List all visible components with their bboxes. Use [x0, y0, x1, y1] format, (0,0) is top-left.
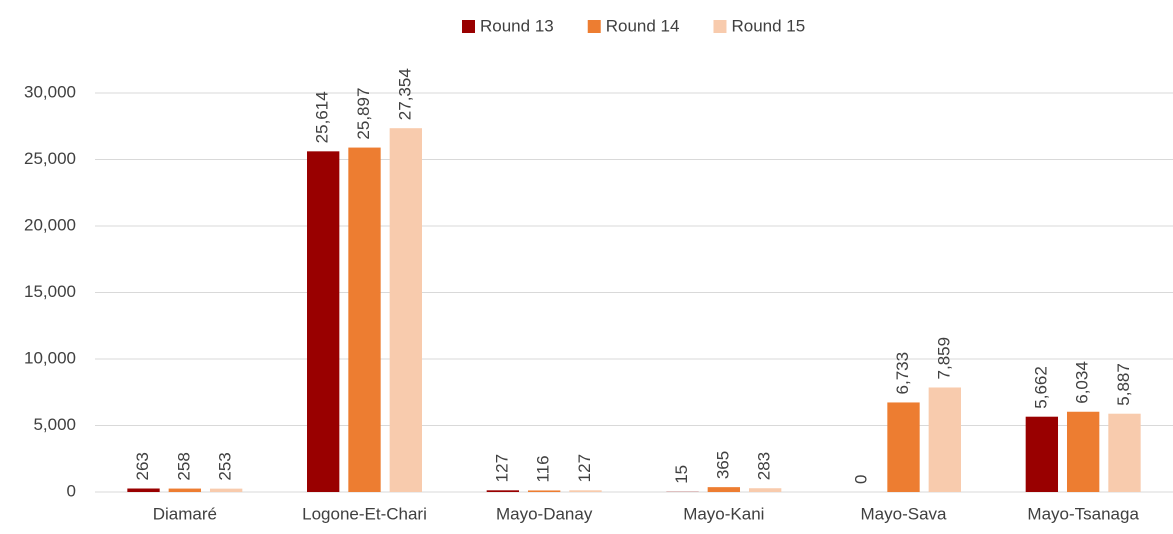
data-label: 127: [575, 454, 594, 482]
bar: [1025, 416, 1059, 492]
data-label: 116: [534, 455, 553, 482]
data-label: 5,887: [1114, 363, 1133, 406]
data-label: 25,897: [354, 88, 373, 140]
legend-label: Round 14: [606, 16, 680, 35]
bar: [748, 488, 782, 492]
x-tick-label: Diamaré: [153, 504, 217, 523]
data-label: 25,614: [313, 91, 332, 143]
data-label: 127: [492, 454, 511, 482]
bar: [1066, 411, 1100, 492]
data-label: 7,859: [934, 337, 953, 380]
data-label: 263: [133, 452, 152, 480]
data-label: 15: [672, 465, 691, 484]
data-label: 258: [174, 452, 193, 480]
bar: [209, 488, 243, 492]
bar: [1108, 413, 1141, 492]
y-tick-label: 20,000: [24, 215, 76, 234]
x-tick-label: Mayo-Danay: [496, 504, 593, 523]
bar: [307, 151, 340, 492]
bar: [486, 490, 520, 492]
y-tick-label: 10,000: [24, 348, 76, 367]
legend-swatch: [713, 20, 727, 33]
y-tick-label: 5,000: [33, 415, 76, 434]
legend-swatch: [587, 20, 601, 33]
bar: [887, 402, 920, 492]
y-tick-label: 30,000: [24, 82, 76, 101]
x-tick-label: Mayo-Kani: [683, 504, 764, 523]
bar: [168, 488, 202, 492]
bar: [389, 128, 422, 492]
legend-swatch: [462, 20, 475, 33]
y-tick-label: 15,000: [24, 282, 76, 301]
data-label: 283: [755, 452, 774, 480]
y-tick-label: 0: [67, 481, 76, 500]
data-label: 253: [216, 452, 235, 480]
data-label: 0: [852, 475, 871, 484]
y-tick-label: 25,000: [24, 149, 76, 168]
bar: [928, 387, 961, 492]
bar: [569, 490, 602, 492]
data-label: 6,733: [893, 352, 912, 395]
x-tick-label: Mayo-Tsanaga: [1027, 504, 1139, 523]
legend-label: Round 15: [731, 16, 805, 35]
legend-label: Round 13: [480, 16, 554, 35]
data-label: 365: [713, 451, 732, 479]
bar: [348, 147, 381, 493]
data-label: 6,034: [1073, 361, 1092, 404]
bar: [707, 487, 741, 492]
x-tick-label: Logone-Et-Chari: [302, 504, 427, 523]
bar: [127, 488, 160, 492]
x-tick-label: Mayo-Sava: [861, 504, 948, 523]
bar: [527, 490, 561, 492]
data-label: 27,354: [395, 68, 414, 120]
data-label: 5,662: [1031, 366, 1050, 409]
